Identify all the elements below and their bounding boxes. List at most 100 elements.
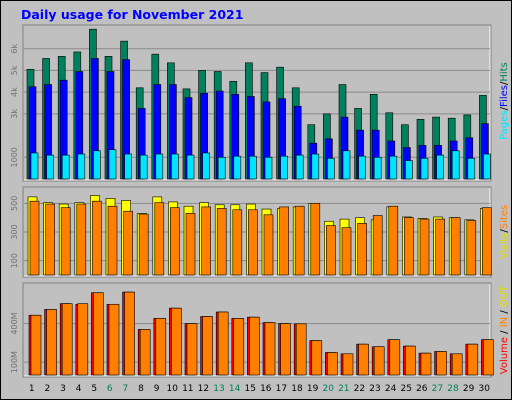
in-bar — [405, 345, 416, 376]
pages-bar — [358, 155, 366, 180]
in-bar — [77, 303, 89, 376]
in-bar — [280, 323, 291, 376]
pages-bar — [171, 153, 179, 180]
in-bar — [249, 316, 260, 376]
pages-bar — [420, 158, 429, 180]
in-bar — [389, 339, 401, 376]
x-tick-label: 12 — [198, 384, 209, 394]
sites-bar — [310, 203, 321, 276]
pages-bar — [46, 154, 54, 180]
pages-bar — [280, 155, 288, 180]
x-tick-label: 16 — [260, 384, 272, 394]
y-tick-label: 300 — [10, 224, 19, 239]
in-bar — [451, 353, 463, 376]
y-tick-label: 3k — [10, 109, 19, 119]
sites-bar — [154, 202, 165, 276]
sites-bar — [372, 215, 383, 276]
in-bar — [46, 309, 57, 376]
x-tick-label: 27 — [432, 384, 443, 394]
sites-bar — [185, 213, 196, 276]
legend-separator: / — [499, 327, 510, 337]
sites-bar — [388, 205, 399, 276]
sites-bar — [29, 200, 40, 276]
pages-bar — [77, 153, 86, 180]
x-tick-label: 10 — [166, 384, 178, 394]
pages-bar — [327, 158, 335, 180]
sites-bar — [201, 206, 211, 276]
x-tick-label: 24 — [385, 384, 397, 394]
pages-bar — [139, 154, 148, 180]
legend-separator: / — [499, 106, 510, 110]
legend-separator: / — [499, 81, 510, 85]
svg-text:Pages/Files/Hits: Pages/Files/Hits — [499, 62, 510, 140]
pages-bar — [61, 154, 70, 180]
legend-volume-in-out: Volume / IN / OUT — [499, 285, 510, 374]
legend-entry: Files — [499, 85, 510, 107]
plot-area — [22, 24, 492, 182]
x-tick-label: 20 — [322, 384, 334, 394]
in-bar — [171, 307, 182, 376]
in-bar — [202, 316, 213, 376]
in-bar — [139, 329, 151, 376]
sites-bar — [123, 210, 133, 276]
y-tick-label: 4k — [10, 87, 19, 97]
sites-bar — [216, 208, 227, 276]
legend-pages-files-hits: Pages/Files/Hits — [499, 62, 510, 140]
x-tick-label: 5 — [91, 384, 97, 394]
legend-entry: OUT — [499, 285, 510, 307]
y-tick-label: 5k — [10, 65, 19, 75]
x-tick-label: 6 — [107, 384, 113, 394]
pages-bar — [217, 156, 226, 180]
x-tick-label: 11 — [182, 384, 193, 394]
x-tick-label: 22 — [354, 384, 365, 394]
sites-bar — [341, 227, 352, 276]
in-bar — [373, 346, 385, 376]
in-bar — [311, 340, 323, 376]
x-tick-label: 18 — [291, 384, 303, 394]
in-bar — [358, 343, 369, 376]
x-tick-label: 8 — [138, 384, 144, 394]
legend-entry: IN — [499, 317, 510, 327]
in-bar — [327, 352, 338, 376]
sites-bar — [170, 207, 180, 276]
x-tick-label: 21 — [338, 384, 349, 394]
y-tick-label: 400M — [10, 312, 19, 334]
sites-bar — [232, 209, 243, 276]
legend-entry: Volume — [499, 337, 510, 374]
x-tick-label: 17 — [276, 384, 287, 394]
pages-bar — [202, 152, 210, 180]
legend-entry: Visits — [499, 233, 510, 260]
legend-separator: / — [499, 307, 510, 317]
sites-bar — [294, 205, 305, 276]
y-tick-label: 500 — [10, 196, 19, 211]
legend-entry: Sites — [499, 205, 510, 229]
x-tick-label: 9 — [154, 384, 160, 394]
pages-bar — [436, 154, 444, 180]
sites-bar — [138, 213, 149, 276]
sites-bar — [357, 223, 367, 276]
in-bar — [342, 353, 354, 376]
pages-bar — [295, 154, 304, 180]
x-tick-label: 28 — [447, 384, 459, 394]
in-bar — [217, 311, 229, 376]
sites-bar — [435, 218, 445, 276]
sites-bar — [279, 206, 289, 276]
chart-title: Daily usage for November 2021 — [21, 7, 243, 22]
x-tick-label: 15 — [244, 384, 255, 394]
x-tick-label: 26 — [416, 384, 428, 394]
panel-2: 100 300 500 — [10, 186, 492, 278]
pages-bar — [389, 155, 398, 180]
pages-bar — [373, 156, 382, 180]
sites-bar — [45, 203, 55, 276]
x-tick-label: 14 — [229, 384, 241, 394]
in-bar — [436, 351, 447, 376]
pages-bar — [233, 155, 242, 180]
legend-separator: / — [499, 229, 510, 233]
x-tick-label: 2 — [45, 384, 51, 394]
x-tick-label: 13 — [213, 384, 224, 394]
x-tick-label: 30 — [478, 384, 490, 394]
y-tick-label: 100 — [10, 253, 19, 268]
in-bar — [420, 352, 432, 376]
panel-3: 100M 400M — [10, 282, 494, 378]
